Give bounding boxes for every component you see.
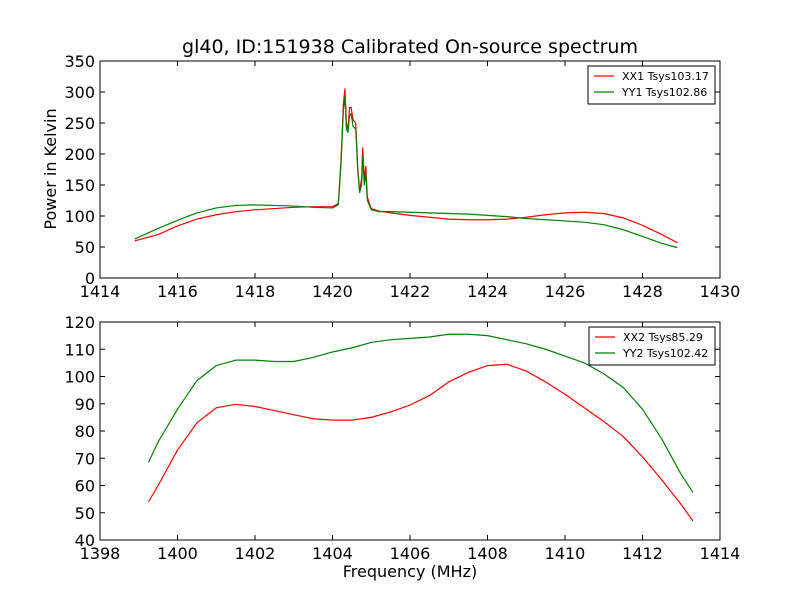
- top-y-tick-label: 0: [85, 269, 95, 288]
- top-x-tick-label: 1416: [157, 282, 198, 301]
- top-subplot: 1414 1416 1418 1420 1422 1424 1426 1428 1430 0 50 1…: [41, 52, 740, 301]
- bottom-y-tick-label: 50: [75, 504, 95, 523]
- top-y-tick-label: 250: [64, 114, 95, 133]
- top-x-tick-label: 1424: [467, 282, 508, 301]
- bottom-x-tick-label: 1412: [622, 544, 663, 563]
- bottom-x-tick-label: 1400: [157, 544, 198, 563]
- bottom-subplot: 1398 1400 1402 1404 1406 1408 1410 1412 1414 40 50…: [64, 313, 740, 581]
- top-x-tick-label: 1428: [622, 282, 663, 301]
- bottom-legend-box: [588, 326, 716, 366]
- bottom-x-tick-label: 1414: [700, 544, 741, 563]
- bottom-y-tick-label: 40: [75, 531, 95, 550]
- top-legend-label-2: YY1 Tsys102.86: [621, 86, 707, 99]
- bottom-x-tick-label: 1402: [235, 544, 276, 563]
- bottom-legend-label-1: XX2 Tsys85.29: [623, 331, 703, 344]
- top-y-tick-label: 350: [64, 52, 95, 71]
- bottom-x-tick-label: 1406: [390, 544, 431, 563]
- top-y-tick-label: 300: [64, 83, 95, 102]
- bottom-axes-frame: [99, 321, 721, 541]
- bottom-x-axis-label: Frequency (MHz): [343, 562, 477, 581]
- top-axes-frame: [99, 60, 721, 279]
- bottom-axis-ticks: 1398 1400 1402 1404 1406 1408 1410 1412 1414 40 50…: [64, 313, 740, 563]
- bottom-y-tick-label: 70: [75, 449, 95, 468]
- bottom-y-tick-label: 120: [64, 313, 95, 332]
- top-x-tick-label: 1430: [700, 282, 741, 301]
- top-legend-label-1: XX1 Tsys103.17: [622, 70, 709, 83]
- top-x-tick-label: 1418: [235, 282, 276, 301]
- bottom-x-tick-label: 1410: [545, 544, 586, 563]
- top-legend: XX1 Tsys103.17 YY1 Tsys102.86: [587, 65, 716, 105]
- top-y-tick-label: 200: [64, 145, 95, 164]
- bottom-series-line-2: [147, 333, 694, 493]
- top-x-tick-label: 1420: [312, 282, 353, 301]
- top-x-tick-label: 1414: [80, 282, 121, 301]
- top-y-axis-label: Power in Kelvin: [41, 108, 60, 229]
- top-y-tick-label: 50: [75, 238, 95, 257]
- bottom-y-tick-label: 110: [64, 340, 95, 359]
- top-axis-ticks: 1414 1416 1418 1420 1422 1424 1426 1428 1430 0 50 1…: [64, 52, 740, 301]
- bottom-series-lines: [147, 333, 694, 522]
- bottom-legend-label-2: YY2 Tsys102.42: [622, 347, 708, 360]
- bottom-y-tick-label: 80: [75, 422, 95, 441]
- top-legend-box: [587, 65, 716, 105]
- bottom-x-tick-label: 1404: [312, 544, 353, 563]
- top-series-line-1: [134, 88, 678, 244]
- top-y-tick-label: 150: [64, 176, 95, 195]
- bottom-y-tick-label: 90: [75, 395, 95, 414]
- bottom-x-tick-label: 1398: [80, 544, 121, 563]
- bottom-series-line-1: [147, 363, 694, 522]
- bottom-y-tick-label: 100: [64, 368, 95, 387]
- top-series-lines: [134, 88, 678, 249]
- bottom-legend: XX2 Tsys85.29 YY2 Tsys102.42: [588, 326, 716, 366]
- top-series-line-2: [134, 96, 678, 249]
- chart-title: gl40, ID:151938 Calibrated On-source spe…: [182, 36, 638, 58]
- bottom-x-tick-label: 1408: [467, 544, 508, 563]
- bottom-y-tick-label: 60: [75, 477, 95, 496]
- top-y-tick-label: 100: [64, 207, 95, 226]
- top-x-tick-label: 1426: [545, 282, 586, 301]
- top-x-tick-label: 1422: [390, 282, 431, 301]
